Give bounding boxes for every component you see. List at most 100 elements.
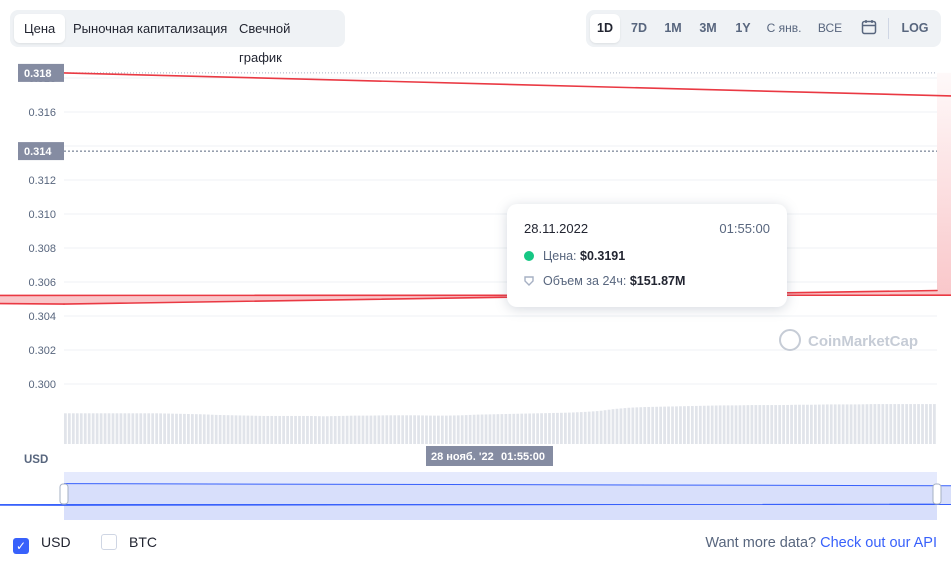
volume-bar: [282, 415, 286, 444]
usd-checkbox[interactable]: ✓: [13, 538, 29, 554]
volume-bar: [214, 414, 218, 444]
volume-bar: [437, 415, 440, 444]
calendar-icon[interactable]: [854, 14, 884, 43]
volume-bar: [349, 415, 353, 444]
x-label-date: 28 нояб. '22: [431, 451, 494, 463]
volume-bar: [345, 415, 349, 444]
volume-bar: [155, 413, 159, 444]
tooltip-time: 01:55:00: [719, 221, 770, 236]
volume-bar: [262, 415, 266, 444]
navigator-handle-left[interactable]: [59, 483, 69, 505]
range-1d[interactable]: 1D: [590, 14, 620, 43]
volume-bar: [452, 415, 456, 444]
volume-bar: [218, 415, 222, 444]
volume-bar: [496, 414, 500, 444]
y-tick-label: 0.302: [28, 345, 56, 357]
volume-bar: [762, 405, 766, 444]
volume-bar: [341, 415, 345, 444]
volume-bar: [821, 404, 825, 444]
y-tick-label: 0.300: [28, 379, 56, 391]
volume-bar: [238, 415, 242, 444]
volume-bar: [175, 413, 178, 444]
volume-bar: [123, 413, 127, 444]
volume-icon: [524, 276, 534, 286]
volume-bar: [599, 410, 603, 444]
volume-bar: [353, 415, 357, 444]
volume-bar: [230, 415, 234, 444]
range-3m[interactable]: 3M: [699, 21, 717, 35]
btc-checkbox[interactable]: [101, 534, 117, 550]
time-range-selector: 1D 7D 1M 3M 1Y С янв. ВСЕ LOG: [586, 10, 941, 47]
volume-bar: [754, 405, 758, 444]
volume-bar: [393, 415, 397, 444]
range-divider: [888, 18, 889, 39]
tooltip-price-value: $0.3191: [580, 249, 626, 263]
log-toggle[interactable]: LOG: [901, 21, 929, 35]
volume-bar: [67, 413, 71, 444]
legend-usd[interactable]: ✓ USD: [13, 534, 71, 554]
y-tick-label: 0.306: [28, 277, 56, 289]
volume-bar: [579, 412, 583, 444]
volume-bar: [425, 415, 428, 444]
volume-bar: [885, 404, 889, 444]
volume-bar: [889, 404, 893, 444]
volume-bar: [250, 415, 254, 444]
volume-bar: [317, 416, 321, 444]
range-all[interactable]: ВСЕ: [817, 21, 843, 35]
volume-bar: [488, 414, 492, 444]
price-chart[interactable]: 0.300 0.302 0.304 0.306 0.308 0.310 0.312 0.314…: [0, 0, 951, 530]
navigator-handle-right[interactable]: [932, 483, 942, 505]
volume-bar: [115, 413, 119, 444]
volume-bar: [583, 411, 587, 444]
tab-candlestick[interactable]: Свечной график: [239, 21, 291, 65]
volume-bar: [369, 415, 373, 444]
price-dot-icon: [524, 251, 534, 261]
volume-bar: [480, 414, 484, 444]
tooltip-price-row: Цена: $0.3191: [524, 249, 625, 263]
volume-bar: [869, 404, 873, 444]
volume-bar: [516, 413, 520, 444]
volume-bar: [143, 413, 147, 444]
range-1m[interactable]: 1M: [664, 21, 682, 35]
volume-bar: [226, 415, 230, 444]
volume-bar: [270, 415, 274, 444]
volume-bar: [742, 405, 746, 444]
tab-price[interactable]: Цена: [14, 14, 66, 43]
volume-bar: [119, 413, 123, 444]
volume-bar: [512, 413, 516, 444]
volume-bar: [659, 406, 662, 444]
watermark-text: CoinMarketCap: [808, 333, 918, 350]
range-7d[interactable]: 7D: [631, 21, 647, 35]
volume-bar: [377, 415, 381, 444]
tooltip-volume-row: Объем за 24ч: $151.87M: [524, 274, 685, 288]
volume-bar: [298, 415, 301, 444]
volume-bar: [294, 415, 297, 444]
volume-bar: [929, 404, 932, 444]
volume-bar: [401, 415, 405, 444]
tab-market-cap[interactable]: Рыночная капитализация: [73, 21, 228, 36]
volume-bar: [472, 414, 476, 444]
volume-bar: [135, 413, 139, 444]
legend-usd-label: USD: [41, 534, 71, 550]
api-promo: Want more data? Check out our API: [705, 535, 937, 551]
volume-bar: [710, 405, 714, 444]
volume-bar: [663, 406, 666, 444]
legend-btc[interactable]: BTC: [101, 534, 157, 550]
volume-bar: [603, 410, 607, 444]
chart-type-tabs: Цена Рыночная капитализация Свечной граф…: [10, 10, 345, 65]
volume-bar: [556, 412, 559, 444]
volume-bar: [429, 415, 432, 444]
volume-bar: [798, 404, 801, 444]
volume-bar: [206, 414, 210, 444]
volume-bar: [183, 413, 186, 444]
volume-bar: [786, 404, 789, 444]
volume-bar: [667, 406, 670, 444]
range-ytd[interactable]: С янв.: [766, 21, 802, 35]
volume-bar: [925, 404, 928, 444]
range-1y[interactable]: 1Y: [735, 21, 751, 35]
volume-bar: [79, 413, 83, 444]
y-tick-label: 0.312: [28, 175, 56, 187]
volume-bar: [202, 414, 206, 444]
api-link[interactable]: Check out our API: [820, 535, 937, 551]
volume-bar: [758, 405, 762, 444]
